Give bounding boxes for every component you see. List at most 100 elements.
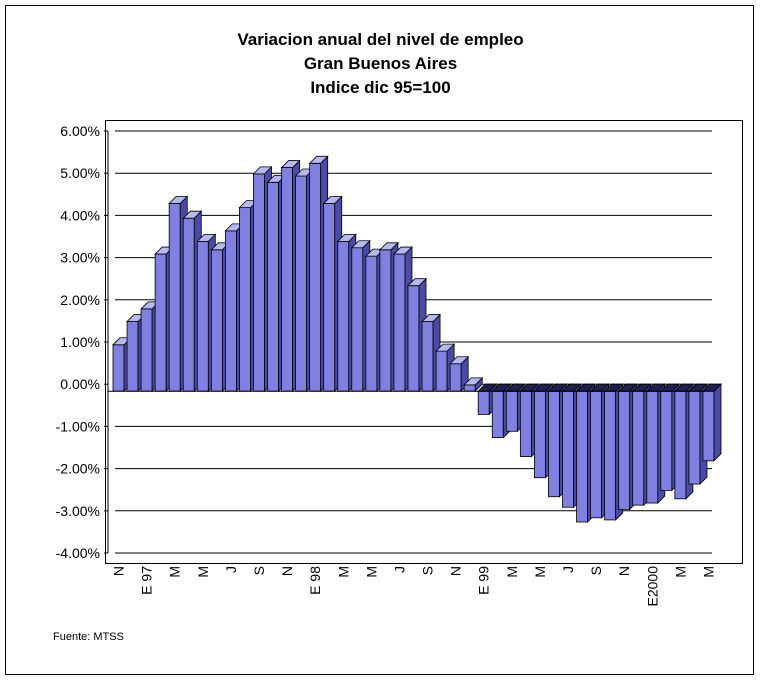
bar (449, 363, 462, 392)
y-tick-label: 0.00% (60, 376, 100, 392)
bar-top (168, 196, 189, 204)
bar-top (336, 233, 357, 242)
x-tick-label: M (504, 566, 520, 578)
x-tick-label: E2000 (644, 566, 660, 607)
bar-top (322, 196, 343, 204)
bar (421, 321, 434, 392)
source-note: Fuente: MTSS (53, 631, 124, 643)
bar-top (407, 278, 427, 287)
bar (604, 390, 617, 521)
bar (295, 175, 308, 392)
bar (309, 162, 322, 392)
bar (337, 240, 350, 392)
x-tick-label: E 97 (139, 566, 155, 595)
x-tick-label: M (532, 566, 548, 578)
bar (323, 203, 336, 392)
bar-top (308, 155, 329, 164)
x-tick-label: J (560, 566, 576, 573)
chart-title: Variacion anual del nivel de empleo Gran… (0, 28, 761, 100)
bar (435, 350, 448, 392)
bar (253, 173, 265, 392)
x-tick-label: J (391, 566, 407, 573)
bar-top-neg (701, 383, 722, 392)
x-tick-label: N (616, 566, 632, 576)
y-tick-label: 1.00% (60, 334, 100, 350)
bar (182, 217, 195, 392)
y-tick-label: 3.00% (60, 250, 100, 266)
bar-top (449, 356, 470, 365)
y-tick-label: -3.00% (56, 503, 100, 519)
bar (168, 203, 181, 392)
bar (477, 390, 490, 415)
bar (281, 167, 294, 392)
x-tick-label: N (448, 566, 464, 576)
x-tick-label: M (167, 566, 183, 578)
bar (463, 384, 476, 392)
x-tick-label: M (700, 566, 716, 578)
x-tick-label: M (672, 566, 688, 578)
y-tick-label: -4.00% (56, 545, 100, 561)
y-tick-label: 4.00% (60, 207, 100, 223)
bar (519, 390, 532, 458)
bar (126, 321, 139, 392)
x-tick-label: M (335, 566, 351, 578)
x-tick-label: S (588, 566, 604, 575)
bar (393, 253, 406, 392)
title-line-1: Variacion anual del nivel de empleo (237, 30, 524, 49)
bar-top (252, 166, 273, 175)
bar-top (392, 246, 413, 255)
bar-side (713, 383, 722, 462)
bar (491, 390, 504, 439)
y-tick-label: -2.00% (56, 461, 100, 477)
x-tick-label: S (420, 566, 436, 575)
x-tick-label: M (363, 566, 379, 578)
x-tick-label: N (111, 566, 127, 576)
bar (702, 390, 715, 462)
bar (351, 247, 364, 392)
bar (154, 253, 167, 392)
bar (632, 390, 645, 506)
bar (688, 390, 701, 485)
bar (267, 181, 279, 392)
x-tick-label: N (279, 566, 295, 576)
bar (140, 308, 153, 392)
title-line-3: Indice dic 95=100 (310, 78, 451, 97)
bar (379, 249, 392, 392)
bar-top (196, 233, 217, 242)
bar-top (421, 314, 442, 322)
y-tick-label: 2.00% (60, 292, 100, 308)
bar (660, 390, 673, 491)
bar (407, 285, 420, 392)
bar (548, 390, 560, 498)
bar (618, 390, 631, 510)
x-tick-label: S (251, 566, 267, 575)
y-tick-label: 6.00% (60, 123, 100, 139)
x-tick-label: J (223, 566, 239, 573)
title-line-2: Gran Buenos Aires (303, 54, 458, 73)
bar (365, 255, 378, 392)
bar (224, 230, 237, 392)
x-tick-label: E 98 (307, 566, 323, 595)
bar (239, 207, 251, 392)
bar (576, 390, 588, 523)
y-tick-label: 5.00% (60, 165, 100, 181)
bar-top (463, 377, 484, 386)
bar (112, 344, 125, 392)
x-tick-label: E 99 (476, 566, 492, 595)
bar (646, 390, 659, 504)
bar-top (378, 242, 399, 251)
bar-top (182, 210, 203, 219)
bar (674, 390, 687, 500)
y-tick-label: -1.00% (56, 418, 100, 434)
bar-top (350, 240, 371, 249)
bar (210, 249, 223, 392)
bar-top (435, 343, 456, 352)
x-tick-label: M (195, 566, 211, 578)
bar (505, 390, 518, 432)
bar (533, 390, 546, 479)
bar-top (280, 160, 301, 168)
bar (590, 390, 603, 519)
bar (196, 240, 209, 392)
bar (562, 390, 574, 508)
